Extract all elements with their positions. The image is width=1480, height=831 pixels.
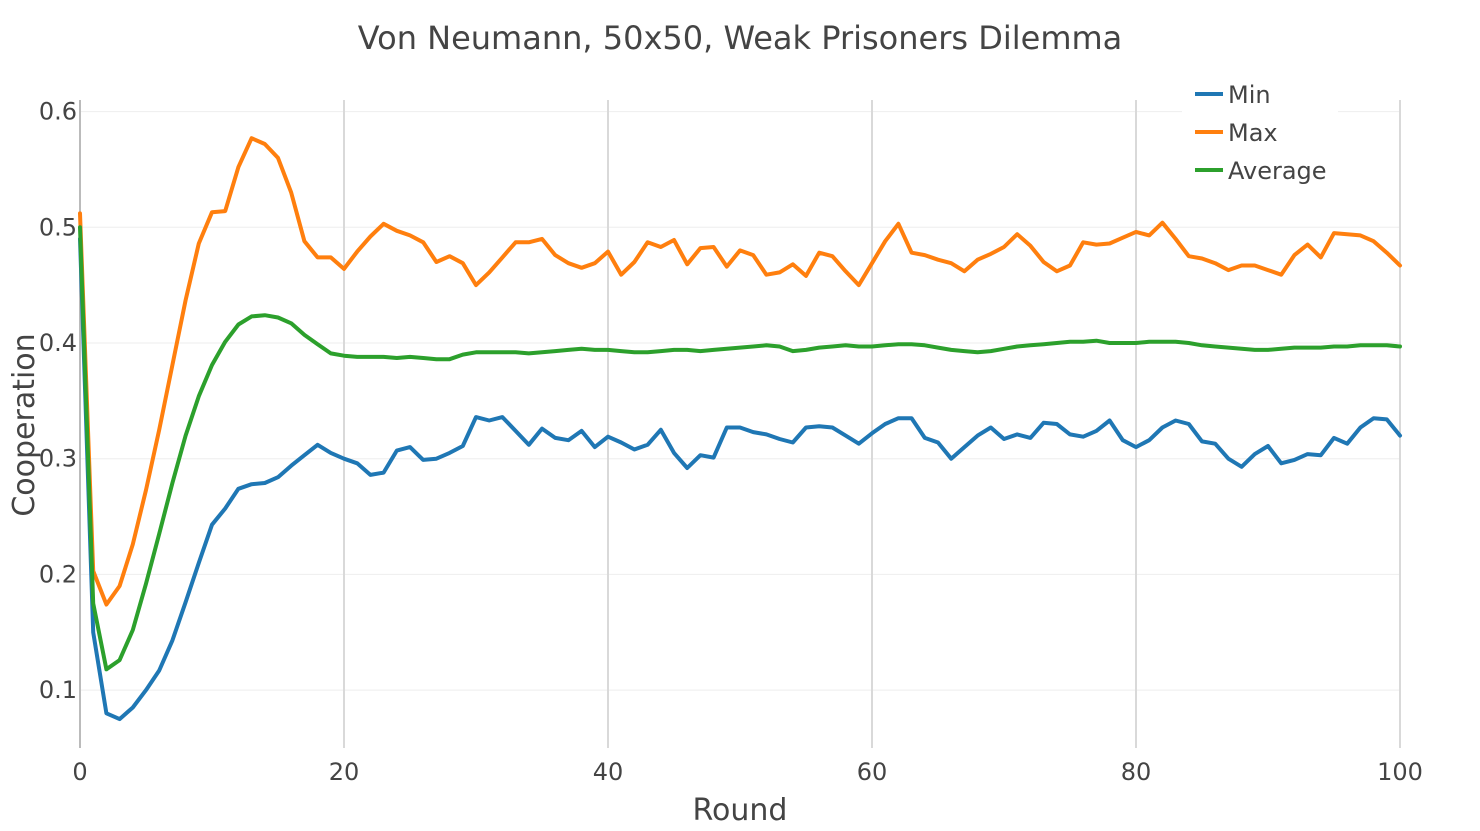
legend[interactable]: Min Max Average xyxy=(1182,76,1338,192)
x-tick-label: 80 xyxy=(1121,758,1152,786)
x-tick-label: 60 xyxy=(857,758,888,786)
legend-label: Min xyxy=(1228,81,1271,109)
x-tick-label: 0 xyxy=(72,758,87,786)
legend-item-max[interactable]: Max xyxy=(1195,119,1278,147)
chart-title: Von Neumann, 50x50, Weak Prisoners Dilem… xyxy=(358,19,1123,57)
y-tick-label: 0.3 xyxy=(39,445,77,473)
y-tick-label: 0.6 xyxy=(39,98,77,126)
y-axis-title: Cooperation xyxy=(7,333,42,516)
series-layer xyxy=(78,136,1402,722)
legend-item-min[interactable]: Min xyxy=(1195,81,1271,109)
series-line-min xyxy=(78,236,1402,722)
y-tick-label: 0.4 xyxy=(39,329,77,357)
y-tick-label: 0.1 xyxy=(39,676,77,704)
x-tick-label: 20 xyxy=(329,758,360,786)
series-line-average xyxy=(78,225,1402,672)
x-tick-label: 40 xyxy=(593,758,624,786)
y-axis-ticks: 0.1 0.2 0.3 0.4 0.5 0.6 xyxy=(39,98,77,705)
legend-label: Average xyxy=(1228,157,1327,185)
x-axis-ticks: 0 20 40 60 80 100 xyxy=(72,758,1423,786)
x-tick-label: 100 xyxy=(1377,758,1423,786)
y-tick-label: 0.5 xyxy=(39,213,77,241)
y-tick-label: 0.2 xyxy=(39,560,77,588)
legend-item-average[interactable]: Average xyxy=(1195,157,1327,185)
x-axis-title: Round xyxy=(693,793,788,828)
series-line-max xyxy=(78,136,1402,607)
legend-label: Max xyxy=(1228,119,1278,147)
grid xyxy=(79,100,1401,748)
